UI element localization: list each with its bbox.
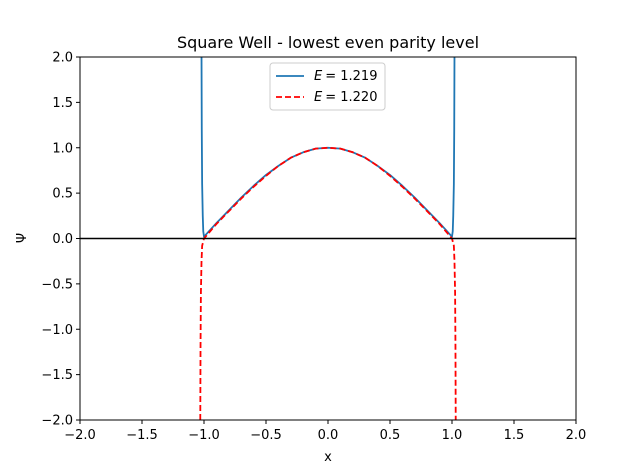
y-tick-label: 1.5 xyxy=(52,96,73,111)
y-tick-label: −0.5 xyxy=(41,277,73,292)
series-line-1 xyxy=(200,57,456,238)
x-tick-label: 1.0 xyxy=(442,428,463,443)
y-axis-label: Ψ xyxy=(15,233,30,243)
y-tick-label: −1.0 xyxy=(41,323,73,338)
y-tick-label: 1.0 xyxy=(52,141,73,156)
plot-data-layer xyxy=(80,57,576,420)
legend-box xyxy=(269,62,386,111)
x-tick-label: −0.5 xyxy=(250,428,282,443)
x-tick-label: −1.0 xyxy=(188,428,220,443)
x-tick-label: −1.5 xyxy=(126,428,158,443)
series-line-2 xyxy=(199,146,457,420)
y-tick-label: 2.0 xyxy=(52,51,73,66)
legend: E = 1.219 E = 1.220 xyxy=(269,62,386,111)
x-tick-label: 2.0 xyxy=(566,428,587,443)
x-axis-label: x xyxy=(324,450,332,465)
legend-entry-series-2: E = 1.220 xyxy=(314,90,377,105)
x-tick-label: 0.5 xyxy=(380,428,401,443)
y-tick-label: 0.0 xyxy=(52,232,73,247)
y-tick-label: 0.5 xyxy=(52,187,73,202)
x-tick-label: 0.0 xyxy=(318,428,339,443)
x-axis: −2.0 −1.5 −1.0 −0.5 0.0 0.5 1.0 1.5 2.0 xyxy=(64,420,586,443)
x-tick-label: 1.5 xyxy=(504,428,525,443)
y-axis: −2.0 −1.5 −1.0 −0.5 0.0 0.5 1.0 1.5 2.0 xyxy=(41,51,80,429)
legend-entry-series-1: E = 1.219 xyxy=(314,69,377,84)
y-tick-label: −1.5 xyxy=(41,368,73,383)
y-tick-label: −2.0 xyxy=(41,414,73,429)
chart-title: Square Well - lowest even parity level xyxy=(177,33,479,52)
x-tick-label: −2.0 xyxy=(64,428,96,443)
